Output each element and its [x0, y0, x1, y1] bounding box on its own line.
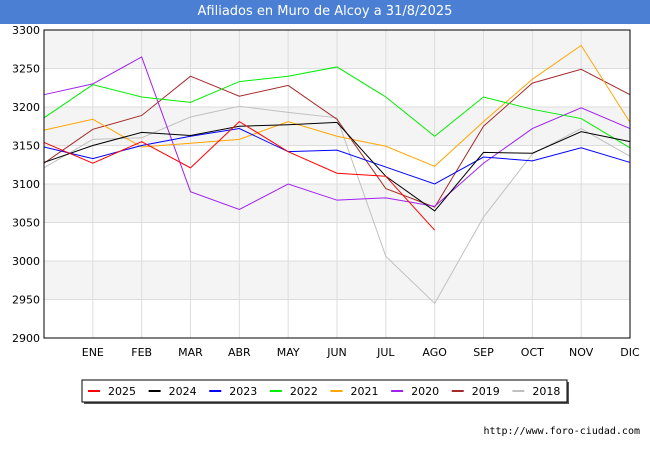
series-line-2023	[43, 128, 631, 185]
series-line-2024	[43, 121, 631, 212]
legend-label-2022: 2022	[290, 385, 318, 398]
x-tick-label: FEB	[131, 346, 152, 359]
legend-label-2021: 2021	[351, 385, 379, 398]
legend-label-2024: 2024	[169, 385, 197, 398]
x-tick-label: OCT	[521, 346, 544, 359]
legend-label-2020: 2020	[411, 385, 439, 398]
x-tick-label: MAR	[178, 346, 203, 359]
y-tick-label: 3100	[12, 178, 40, 191]
y-tick-label: 3050	[12, 217, 40, 230]
y-axis-ticks: 2900 2950 3000 3050 3100 3150 3200 3250 3300	[12, 24, 40, 345]
y-tick-label: 3150	[12, 140, 40, 153]
x-tick-label: MAY	[277, 346, 300, 359]
legend-label-2018: 2018	[532, 385, 560, 398]
x-tick-label: ABR	[228, 346, 251, 359]
chart-title: Afiliados en Muro de Alcoy a 31/8/2025	[0, 0, 650, 24]
y-tick-label: 3200	[12, 101, 40, 114]
x-axis-ticks: ENE FEB MAR ABR MAY JUN JUL AGO SEP OCT NOV DIC	[82, 346, 640, 359]
x-tick-label: SEP	[473, 346, 494, 359]
x-tick-label: AGO	[422, 346, 447, 359]
series-line-2018	[43, 105, 631, 305]
x-tick-label: JUN	[326, 346, 347, 359]
series-line-2019	[43, 68, 631, 208]
y-tick-label: 2900	[12, 332, 40, 345]
x-tick-label: DIC	[620, 346, 640, 359]
y-tick-label: 3300	[12, 24, 40, 37]
series-lines	[43, 44, 631, 305]
series-line-2021	[43, 44, 631, 167]
y-tick-label: 2950	[12, 294, 40, 307]
y-tick-label: 3000	[12, 255, 40, 268]
series-line-2020	[43, 56, 631, 210]
y-tick-label: 3250	[12, 63, 40, 76]
legend-label-2025: 2025	[108, 385, 136, 398]
series-line-2025	[43, 121, 436, 231]
plot-frame	[43, 29, 631, 339]
legend-label-2023: 2023	[229, 385, 257, 398]
series-line-2022	[43, 66, 631, 149]
x-tick-label: JUL	[376, 346, 395, 359]
x-tick-label: ENE	[82, 346, 104, 359]
legend: 2025 2024 2023 2022 2021 2020 2019 2018	[81, 379, 569, 404]
x-tick-label: NOV	[569, 346, 594, 359]
legend-box	[81, 379, 568, 403]
source-url: http://www.foro-ciudad.com	[483, 426, 640, 437]
legend-label-2019: 2019	[472, 385, 500, 398]
